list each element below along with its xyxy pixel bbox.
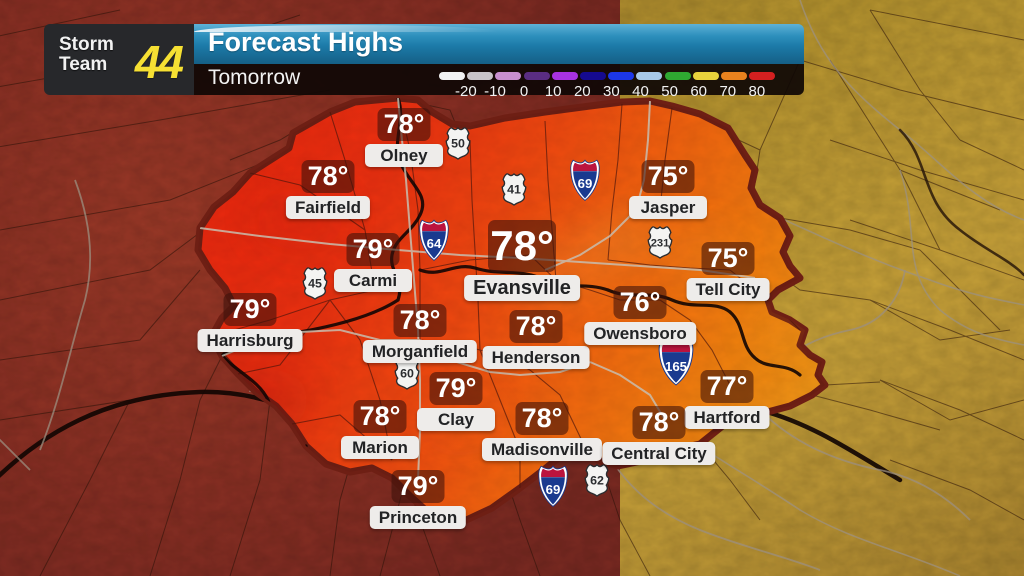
svg-text:50: 50: [451, 136, 465, 150]
svg-text:45: 45: [308, 276, 322, 290]
svg-text:69: 69: [546, 482, 561, 497]
svg-text:231: 231: [651, 237, 670, 249]
svg-text:60: 60: [400, 366, 414, 380]
svg-text:165: 165: [665, 359, 687, 374]
svg-text:62: 62: [590, 473, 604, 487]
svg-text:64: 64: [427, 236, 442, 251]
svg-text:41: 41: [507, 182, 521, 196]
svg-text:69: 69: [578, 176, 593, 191]
